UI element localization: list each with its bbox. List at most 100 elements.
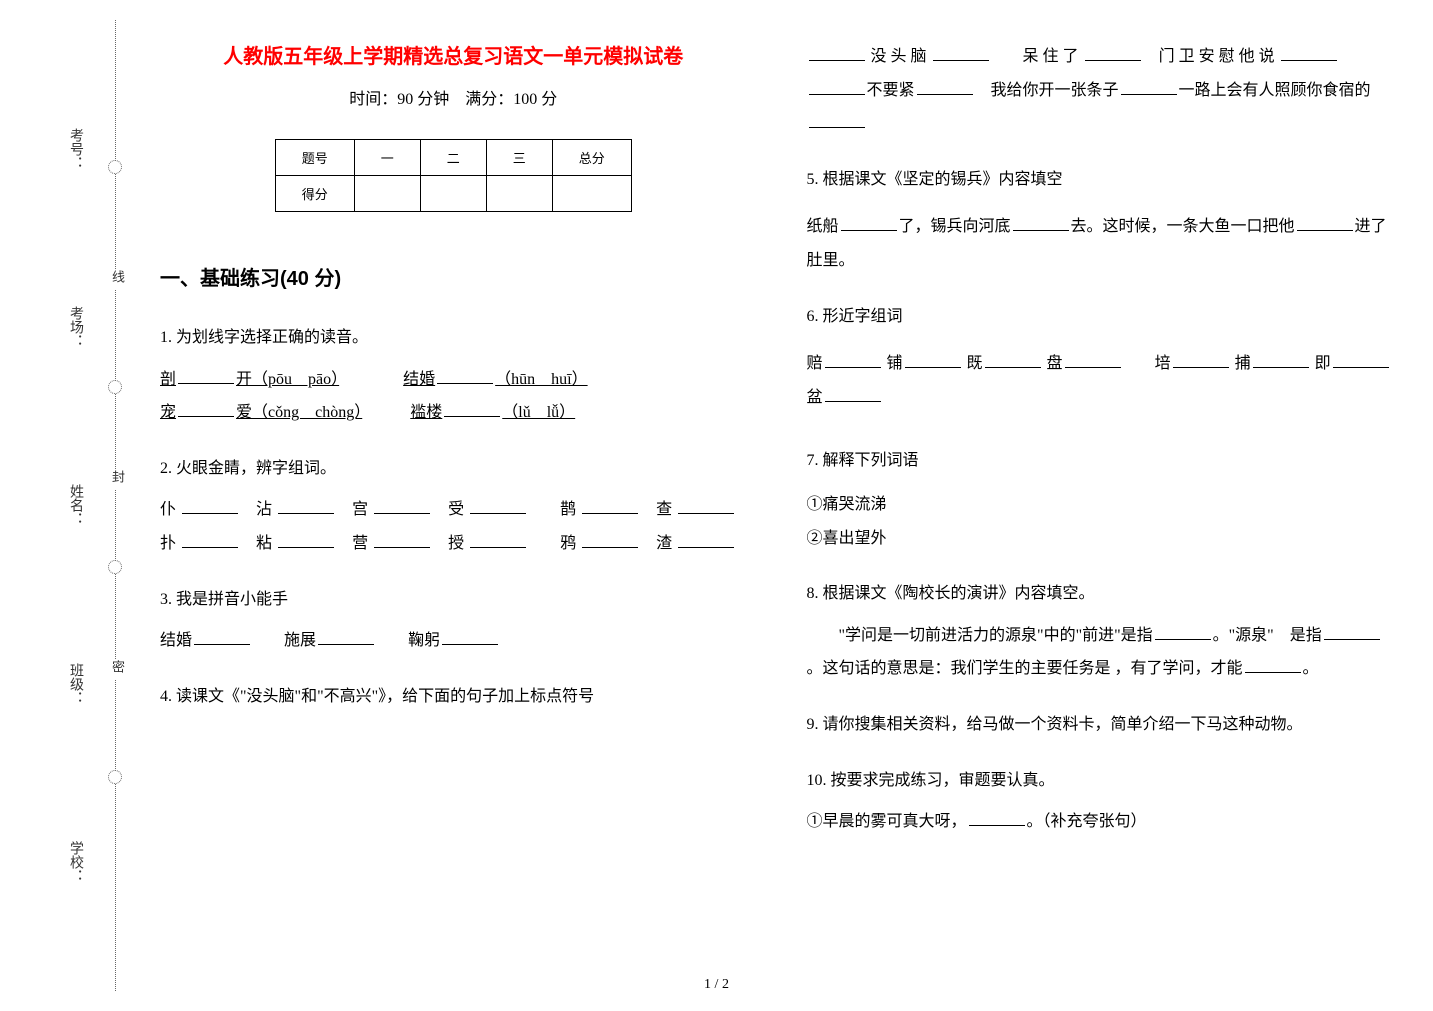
score-head: 三 [486,140,552,176]
blank [1173,352,1229,368]
question-3: 3. 我是拼音小能手 结婚 施展 鞠躬 [160,583,747,658]
q10-text: ①早晨的雾可真大呀， [807,813,967,830]
seal-char-feng: 封 [108,470,127,489]
blank [825,352,881,368]
score-head: 一 [354,140,420,176]
score-cell [420,176,486,212]
blank [678,532,734,548]
blank [444,401,500,417]
blank [841,215,897,231]
question-4-body: 没 头 脑 呆 住 了 门 卫 安 慰 他 说 不要紧 我给你开一张条子一路上会… [807,40,1394,141]
q6-char: 既 [967,355,983,372]
seal-circle-icon [108,770,122,784]
right-column: 没 头 脑 呆 住 了 门 卫 安 慰 他 说 不要紧 我给你开一张条子一路上会… [807,40,1394,861]
blank [1281,45,1337,61]
q6-title: 6. 形近字组词 [807,300,1394,334]
blank [809,45,865,61]
blank [318,629,374,645]
q6-char: 盘 [1047,355,1063,372]
blank [1065,352,1121,368]
q2-char: 扑 [160,535,176,552]
binding-label-school: 学校： [65,841,85,883]
blank [809,112,865,128]
page-content: 人教版五年级上学期精选总复习语文一单元模拟试卷 时间：90 分钟 满分：100 … [160,40,1393,861]
q3-word: 施展 [284,632,316,649]
q10-title: 10. 按要求完成练习，审题要认真。 [807,764,1394,798]
q2-char: 沾 [256,501,272,518]
blank [194,629,250,645]
blank [178,368,234,384]
paper-title: 人教版五年级上学期精选总复习语文一单元模拟试卷 [160,40,747,69]
blank [1297,215,1353,231]
q1-pinyin: （lǔ lǚ） [502,404,575,421]
q3-word: 鞠躬 [408,632,440,649]
seal-circle-icon [108,560,122,574]
blank [1324,624,1380,640]
q2-char: 授 [448,535,464,552]
section-1-head: 一、基础练习(40 分) [160,262,747,291]
blank [582,532,638,548]
q8-text: "学问是一切前进活力的源泉"中的"前进"是指 [839,627,1153,644]
q2-char: 鸦 [560,535,576,552]
q3-title: 3. 我是拼音小能手 [160,583,747,617]
q4-seg: 我给你开一张条子 [991,82,1119,99]
seal-char-mi: 密 [108,660,127,679]
blank [470,532,526,548]
q4-seg: 一路上会有人照顾你食宿的 [1179,82,1371,99]
q10-item1: ①早晨的雾可真大呀， 。（补充夸张句） [807,805,1394,839]
q8-body: "学问是一切前进活力的源泉"中的"前进"是指。"源泉" 是指。这句话的意思是：我… [807,619,1394,686]
q10-text: 。（补充夸张句） [1027,813,1147,830]
q1-char: 结婚 [403,371,435,388]
question-5: 5. 根据课文《坚定的锡兵》内容填空 纸船了，锡兵向河底去。这时候，一条大鱼一口… [807,163,1394,278]
blank [374,498,430,514]
blank [178,401,234,417]
q5-text: 了，锡兵向河底 [899,218,1011,235]
q2-row1: 仆 沾 宫 受 鹊 查 [160,493,747,527]
question-6: 6. 形近字组词 赔 铺 既 盘 培 捕 即 盆 [807,300,1394,415]
q2-title: 2. 火眼金睛，辨字组词。 [160,452,747,486]
q6-char: 铺 [887,355,903,372]
table-row: 得分 [275,176,631,212]
question-4: 4. 读课文《"没头脑"和"不高兴"》，给下面的句子加上标点符号 [160,680,747,714]
q2-char: 查 [656,501,672,518]
q1-pinyin: 爱（cǒng chòng） [236,404,362,421]
paper-subtitle: 时间：90 分钟 满分：100 分 [160,85,747,109]
q2-char: 鹊 [560,501,576,518]
q1-pinyin: （hūn huī） [495,371,587,388]
seal-circle-icon [108,380,122,394]
q2-row2: 扑 粘 营 授 鸦 渣 [160,527,747,561]
blank [1155,624,1211,640]
q8-title: 8. 根据课文《陶校长的演讲》内容填空。 [807,577,1394,611]
score-cell [552,176,631,212]
q3-word: 结婚 [160,632,192,649]
blank [278,532,334,548]
binding-label-class: 班级： [65,663,85,705]
blank [182,498,238,514]
q9-title: 9. 请你搜集相关资料，给马做一个资料卡，简单介绍一下马这种动物。 [807,708,1394,742]
q1-pinyin: 开（pōu pāo） [236,371,339,388]
q6-char: 盆 [807,389,823,406]
score-cell [486,176,552,212]
q1-title: 1. 为划线字选择正确的读音。 [160,321,747,355]
blank [442,629,498,645]
blank [1245,657,1301,673]
q7-title: 7. 解释下列词语 [807,444,1394,478]
blank [470,498,526,514]
q4-seg: 没 头 脑 [871,48,927,65]
blank [1013,215,1069,231]
q3-line: 结婚 施展 鞠躬 [160,624,747,658]
score-cell [354,176,420,212]
blank [1333,352,1389,368]
blank [437,368,493,384]
blank [374,532,430,548]
blank [278,498,334,514]
score-row-label: 得分 [275,176,354,212]
q2-char: 宫 [352,501,368,518]
score-head: 二 [420,140,486,176]
score-table: 题号 一 二 三 总分 得分 [275,139,632,212]
blank [1085,45,1141,61]
table-row: 题号 一 二 三 总分 [275,140,631,176]
q6-char: 捕 [1235,355,1251,372]
question-7: 7. 解释下列词语 ①痛哭流涕 ②喜出望外 [807,444,1394,555]
question-10: 10. 按要求完成练习，审题要认真。 ①早晨的雾可真大呀， 。（补充夸张句） [807,764,1394,839]
